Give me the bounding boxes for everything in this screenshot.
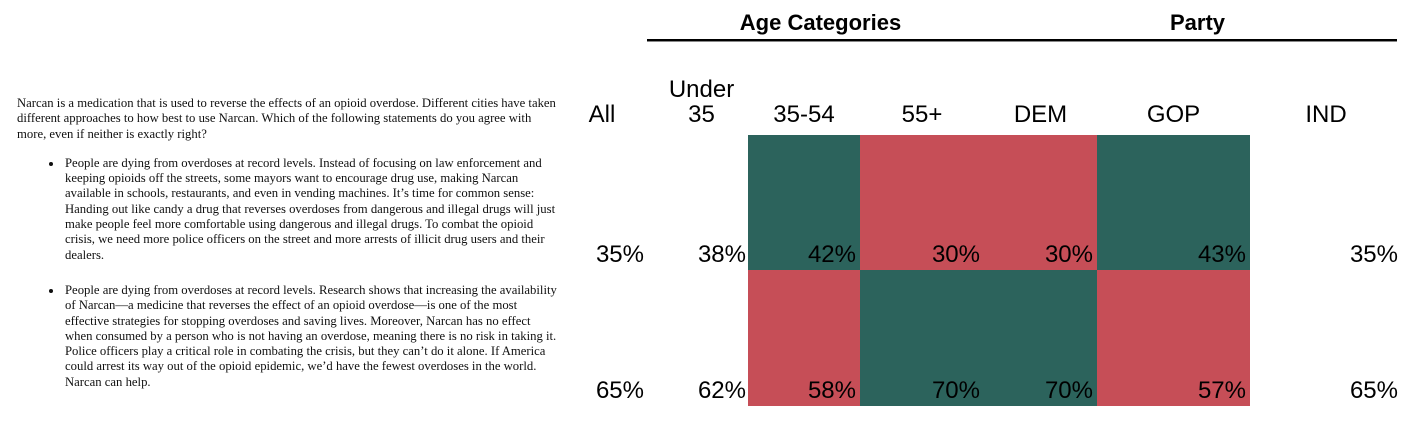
cell-value: 65% <box>595 377 644 404</box>
column-header-label: Under 35 <box>668 76 735 128</box>
column-header-ind: IND <box>1250 72 1402 128</box>
column-header-all: All <box>556 72 648 128</box>
cell-row1-gop: 43% <box>1097 135 1250 270</box>
cell-row1-dem: 30% <box>984 135 1097 270</box>
cell-value: 30% <box>931 241 980 268</box>
column-header-35-54: 35-54 <box>748 72 860 128</box>
column-header-label: 55+ <box>901 101 943 128</box>
cell-value: 38% <box>697 241 746 268</box>
cell-value: 30% <box>1044 241 1093 268</box>
cell-value: 58% <box>807 377 856 404</box>
cell-value: 70% <box>931 377 980 404</box>
column-header-dem: DEM <box>984 72 1097 128</box>
cell-row2-55plus: 70% <box>860 270 984 406</box>
answer-option-2: People are dying from overdoses at recor… <box>63 283 558 390</box>
cell-value: 35% <box>1349 241 1398 268</box>
column-header-under-35: Under 35 <box>653 72 750 128</box>
column-header-55plus: 55+ <box>860 72 984 128</box>
column-header-label: IND <box>1305 101 1347 128</box>
cell-value: 62% <box>697 377 746 404</box>
cell-value: 42% <box>807 241 856 268</box>
column-header-label: All <box>588 101 616 128</box>
answer-options-list: People are dying from overdoses at recor… <box>17 156 558 390</box>
cell-row1-under-35: 38% <box>653 135 750 270</box>
group-header-party: Party <box>1169 10 1226 35</box>
cell-value: 65% <box>1349 377 1398 404</box>
cell-value: 70% <box>1044 377 1093 404</box>
cell-row1-all: 35% <box>556 135 648 270</box>
question-intro: Narcan is a medication that is used to r… <box>17 96 556 141</box>
cell-value: 57% <box>1197 377 1246 404</box>
cell-value: 35% <box>595 241 644 268</box>
column-header-label: DEM <box>1013 101 1068 128</box>
cell-row2-gop: 57% <box>1097 270 1250 406</box>
answer-option-1: People are dying from overdoses at recor… <box>63 156 558 263</box>
cell-row1-35-54: 42% <box>748 135 860 270</box>
header-underline <box>647 39 1397 42</box>
cell-row2-dem: 70% <box>984 270 1097 406</box>
cell-row2-35-54: 58% <box>748 270 860 406</box>
cell-row2-all: 65% <box>556 270 648 406</box>
cell-row1-ind: 35% <box>1250 135 1402 270</box>
group-header-age-categories: Age Categories <box>739 10 902 35</box>
cell-value: 43% <box>1197 241 1246 268</box>
survey-question: Narcan is a medication that is used to r… <box>17 96 558 390</box>
cell-row2-under-35: 62% <box>653 270 750 406</box>
cell-row1-55plus: 30% <box>860 135 984 270</box>
cell-row2-ind: 65% <box>1250 270 1402 406</box>
column-header-label: GOP <box>1146 101 1201 128</box>
column-header-label: 35-54 <box>773 101 835 128</box>
column-header-gop: GOP <box>1097 72 1250 128</box>
